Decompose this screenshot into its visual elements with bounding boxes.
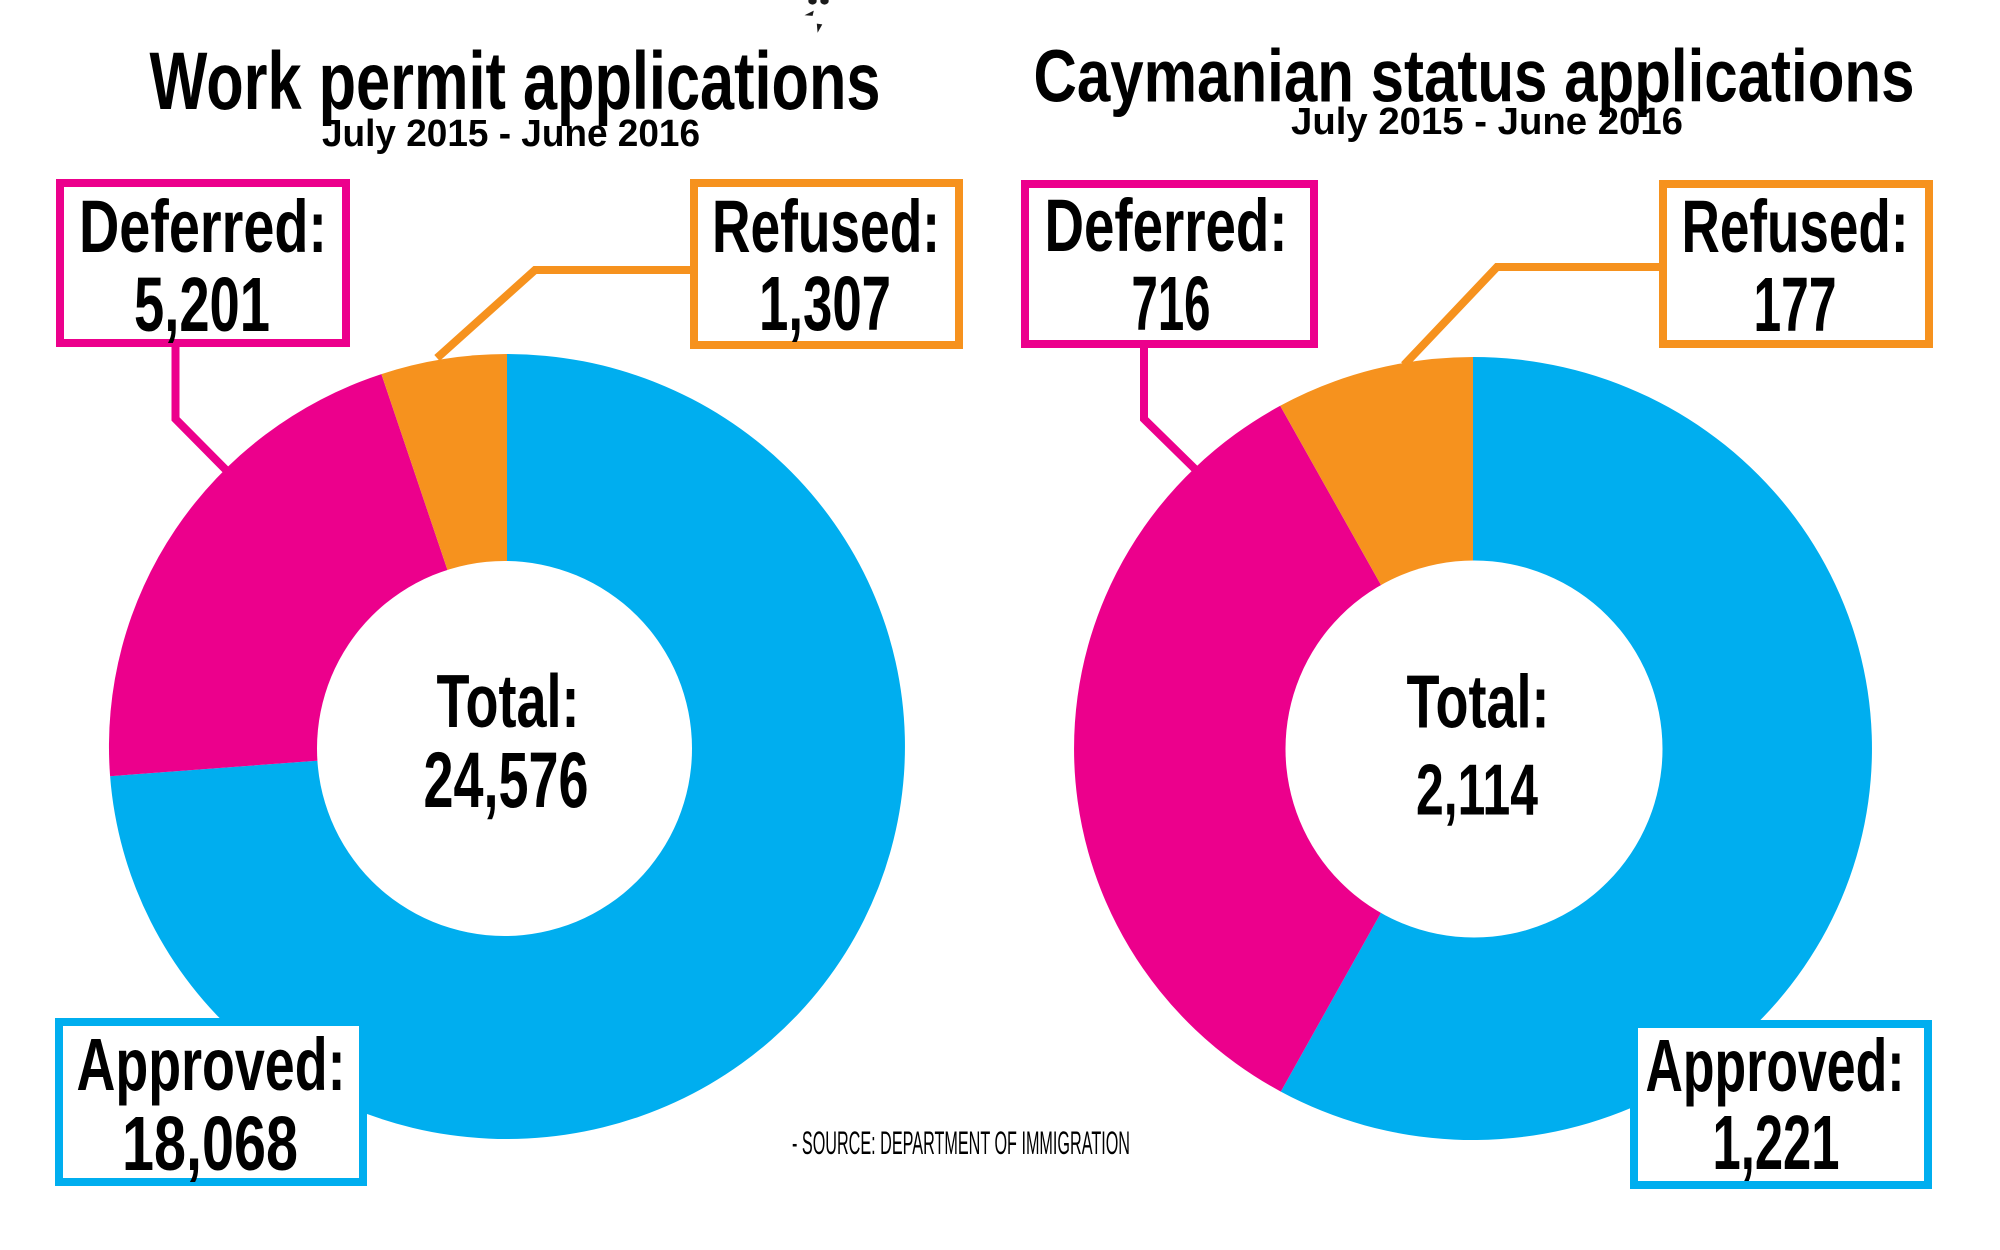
- svg-text:July 2015 - June 2016: July 2015 - June 2016: [322, 113, 700, 155]
- svg-text:Total:: Total:: [437, 659, 580, 743]
- svg-text:Deferred:: Deferred:: [1045, 184, 1288, 267]
- svg-text:1,221: 1,221: [1713, 1100, 1840, 1186]
- svg-text:Refused:: Refused:: [712, 185, 940, 268]
- svg-text:2,114: 2,114: [1416, 751, 1538, 831]
- svg-text:- SOURCE: DEPARTMENT OF IMMIGR: - SOURCE: DEPARTMENT OF IMMIGRATION: [792, 1125, 1130, 1161]
- svg-text:Approved:: Approved:: [1646, 1024, 1905, 1107]
- svg-text:1,307: 1,307: [759, 261, 891, 347]
- svg-text:Work permit applications: Work permit applications: [150, 36, 881, 127]
- svg-text:18,068: 18,068: [122, 1101, 298, 1187]
- svg-text:Refused:: Refused:: [1682, 185, 1909, 268]
- svg-text:July 2015 - June 2016: July 2015 - June 2016: [1291, 101, 1683, 143]
- svg-text:Approved:: Approved:: [77, 1023, 346, 1106]
- svg-text:5,201: 5,201: [134, 262, 270, 348]
- svg-text:716: 716: [1132, 261, 1211, 347]
- svg-text:24,576: 24,576: [424, 735, 589, 824]
- svg-text:177: 177: [1754, 262, 1837, 348]
- svg-text:Caymanian status applications: Caymanian status applications: [1034, 35, 1915, 118]
- svg-text:Deferred:: Deferred:: [79, 185, 327, 268]
- svg-text:Total:: Total:: [1407, 660, 1550, 744]
